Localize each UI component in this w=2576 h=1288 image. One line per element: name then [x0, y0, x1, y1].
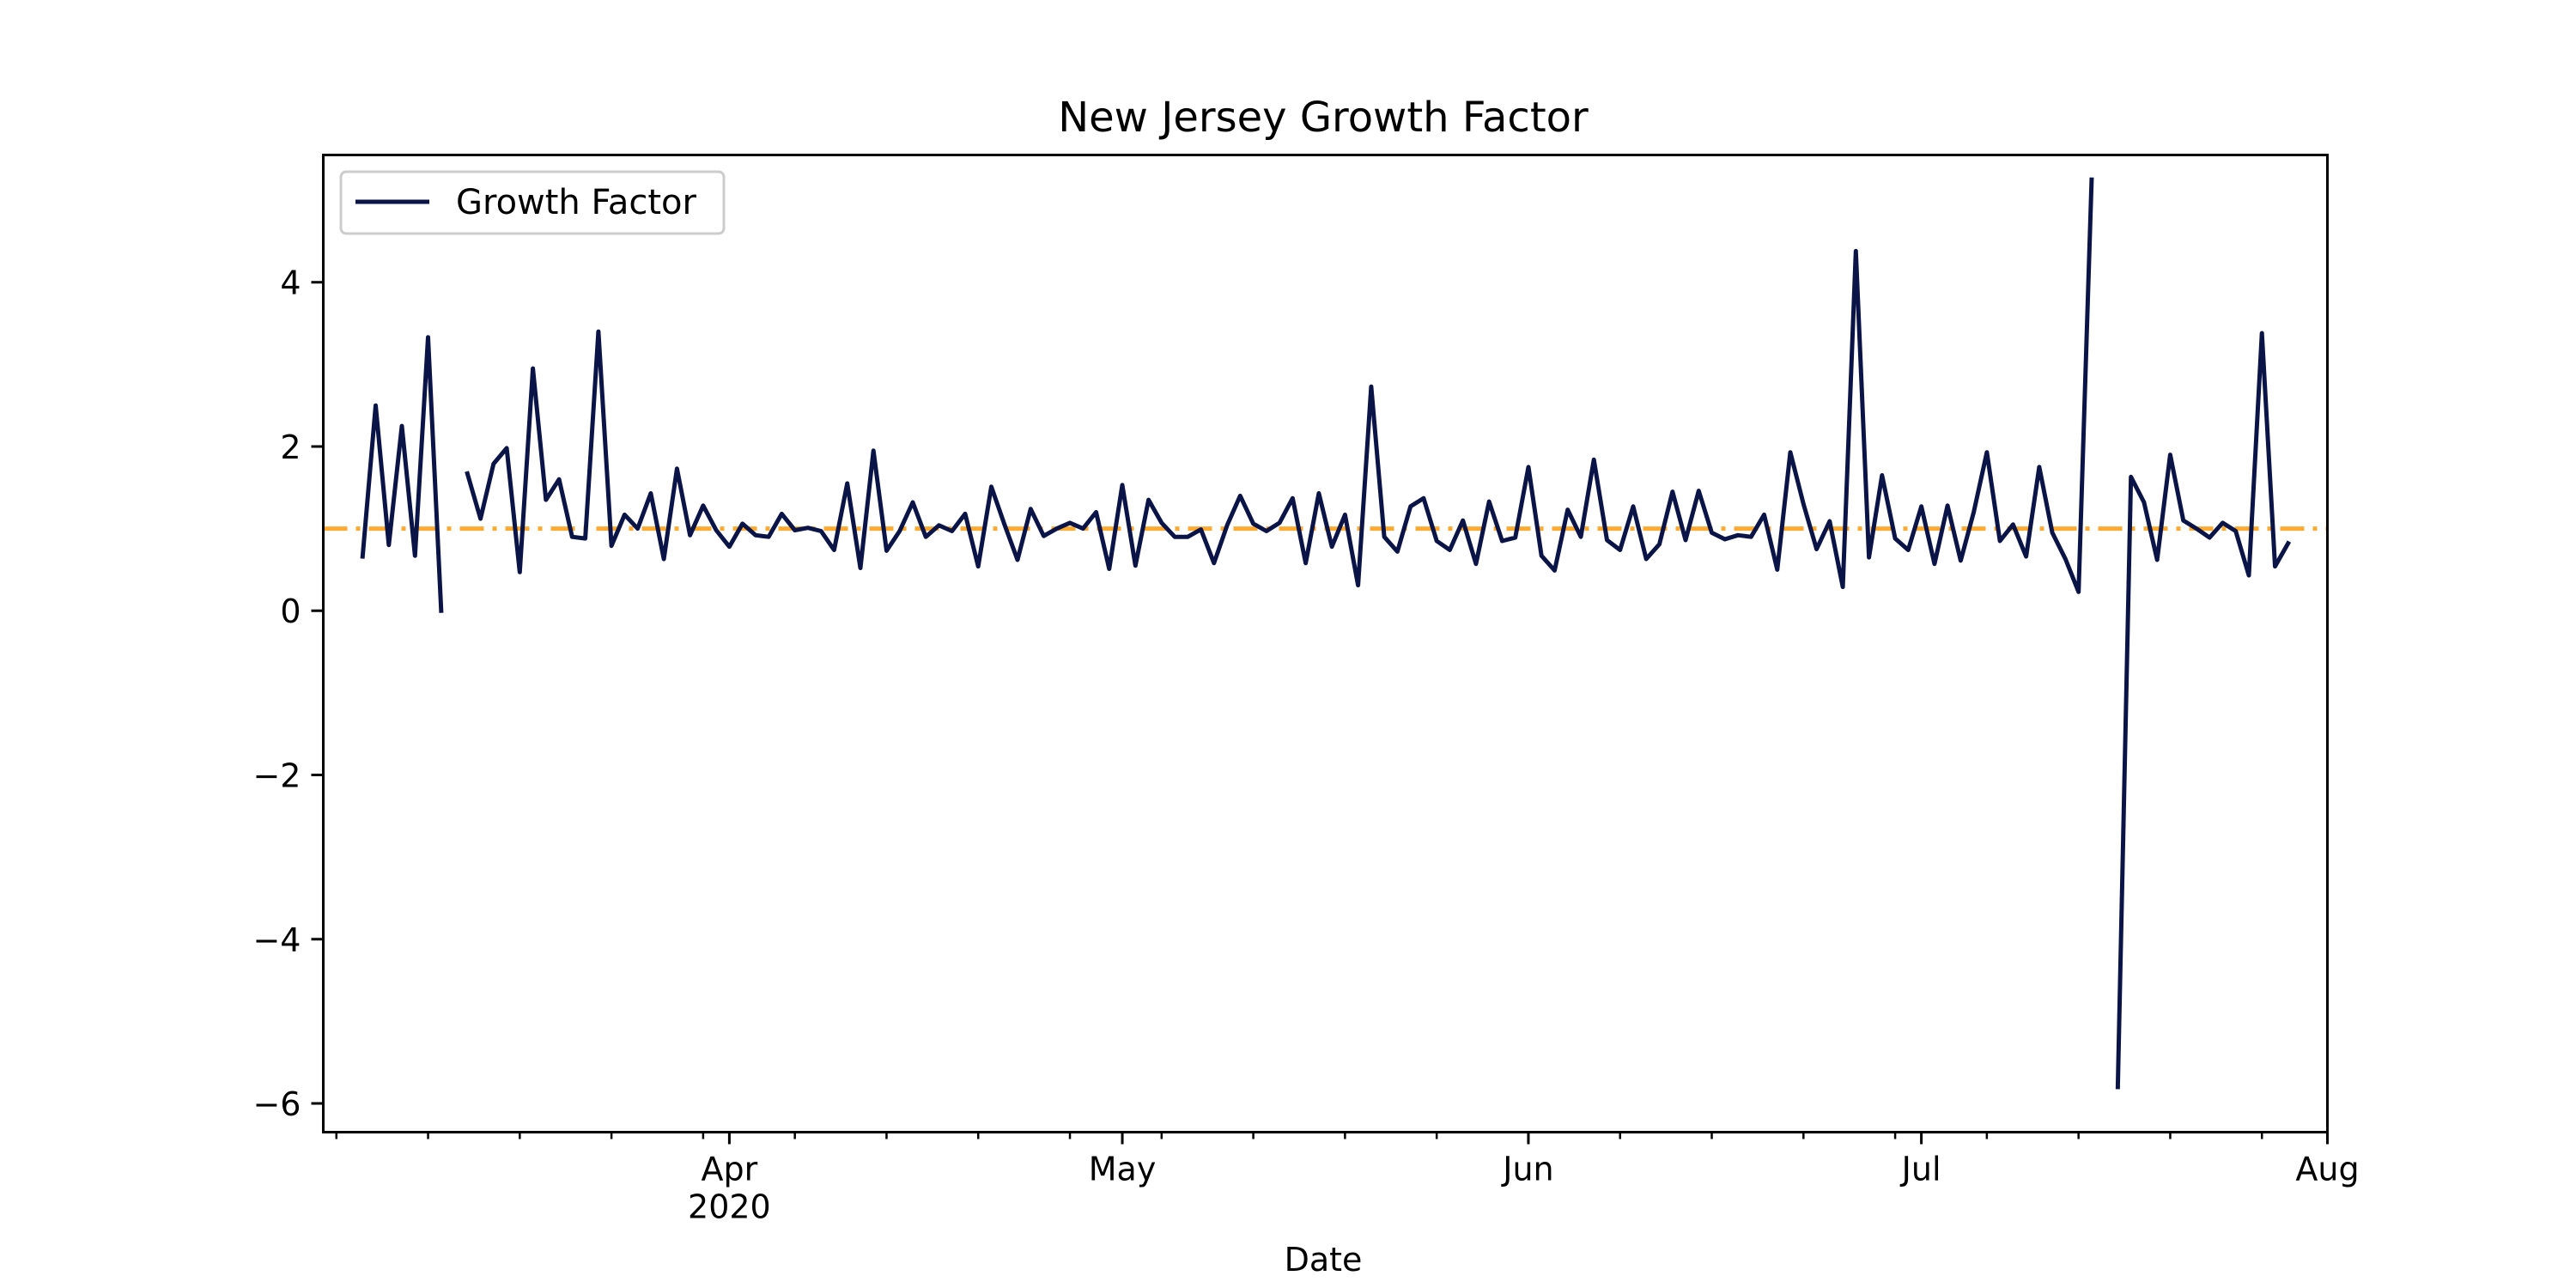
legend-label-growth-factor: Growth Factor [456, 183, 696, 222]
y-tick-label: 0 [280, 592, 301, 630]
x-tick-label: Aug [2295, 1151, 2359, 1188]
y-tick-label: 4 [280, 264, 301, 302]
legend-box [339, 170, 726, 235]
y-tick-label: −6 [252, 1085, 301, 1123]
x-tick-label: May [1089, 1151, 1157, 1188]
x-tick-label: Jun [1501, 1151, 1553, 1188]
series-line-growth-factor [360, 177, 2292, 1090]
y-axis: −6 −4 −2 0 2 4 [252, 264, 324, 1123]
x-tick-label: Apr [702, 1151, 758, 1188]
x-tick-label: Jul [1900, 1151, 1941, 1188]
chart-title: New Jersey Growth Factor [1058, 94, 1589, 142]
x-axis-label: Date [1285, 1241, 1363, 1279]
x-tick-sublabel: 2020 [688, 1188, 771, 1226]
y-tick-label: −2 [252, 757, 301, 795]
plot-frame [322, 154, 2329, 1133]
legend: Growth Factor [339, 170, 726, 235]
plot-area [323, 177, 2328, 1090]
y-tick-label: 2 [280, 428, 301, 466]
y-tick-label: −4 [252, 921, 301, 959]
